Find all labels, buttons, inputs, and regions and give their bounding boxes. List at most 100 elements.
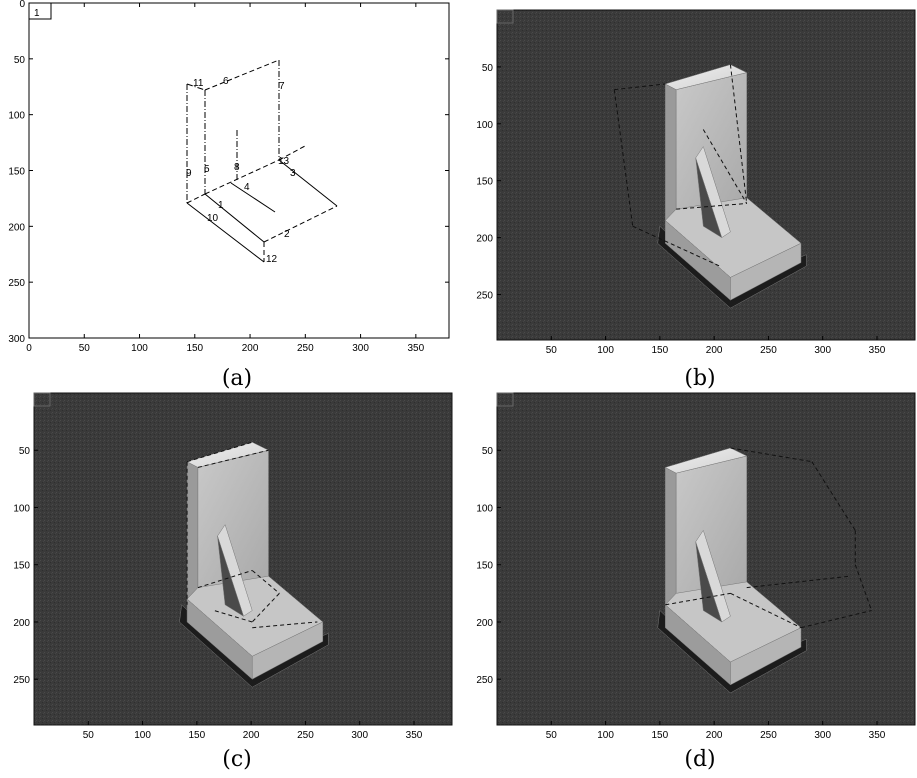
projected-edge bbox=[632, 225, 720, 267]
projected-edge bbox=[730, 592, 802, 629]
x-tick-label: 250 bbox=[297, 730, 314, 741]
figure-number-box bbox=[33, 392, 51, 407]
panel-c: 50 100 150 200 250 300 350 50 100 150 200 250 bbox=[13, 392, 453, 741]
object-base-right bbox=[730, 627, 802, 686]
x-tick-label: 300 bbox=[351, 730, 368, 741]
x-tick-label: 150 bbox=[186, 343, 203, 354]
edge-label: 1 bbox=[218, 200, 224, 211]
projected-edge bbox=[613, 89, 634, 227]
y-tick-label: 150 bbox=[476, 561, 493, 572]
edge-label: 11 bbox=[193, 78, 204, 89]
x-tick-label: 250 bbox=[760, 730, 777, 741]
y-tick-label: 50 bbox=[482, 446, 494, 457]
x-tick-label: 300 bbox=[814, 345, 831, 356]
object-base-right bbox=[251, 621, 324, 680]
object-rib-shadow bbox=[217, 536, 244, 617]
x-tick-label: 0 bbox=[26, 343, 32, 354]
y-tick-labels: 0 50 100 150 200 250 300 bbox=[8, 0, 449, 345]
figure-number-box bbox=[28, 2, 52, 20]
x-tick-label: 50 bbox=[546, 345, 558, 356]
x-tick-label: 350 bbox=[407, 343, 424, 354]
object-rib-shadow bbox=[695, 541, 723, 623]
y-tick-label: 200 bbox=[8, 222, 25, 233]
caption-b: (b) bbox=[684, 366, 716, 391]
projected-edge bbox=[729, 64, 748, 204]
edge-label: 2 bbox=[284, 229, 290, 240]
edge-line bbox=[204, 193, 265, 243]
y-tick-label: 0 bbox=[19, 0, 25, 10]
projected-edge bbox=[702, 129, 748, 204]
edge-line bbox=[263, 205, 338, 243]
edge-label: 5 bbox=[204, 164, 210, 175]
projected-edge bbox=[676, 202, 747, 210]
edge-label: 8 bbox=[234, 162, 240, 173]
projected-edge bbox=[197, 449, 269, 468]
y-tick-label: 150 bbox=[8, 167, 25, 178]
projected-edge bbox=[186, 441, 253, 463]
x-tick-label: 300 bbox=[352, 343, 369, 354]
projected-edge bbox=[252, 621, 318, 629]
x-tick-label: 50 bbox=[546, 730, 558, 741]
panel-a: 1 0 50 100 150 200 250 300 350 0 50 100 150 200 250 3… bbox=[8, 0, 450, 354]
figure-number: 1 bbox=[34, 8, 40, 19]
y-tick-label: 250 bbox=[8, 278, 25, 289]
y-tick-label: 250 bbox=[476, 290, 493, 301]
x-tick-label: 250 bbox=[760, 345, 777, 356]
y-tick-label: 300 bbox=[8, 334, 25, 345]
edge-label: 4 bbox=[244, 182, 250, 193]
x-tick-label: 100 bbox=[134, 730, 151, 741]
y-tick-label: 50 bbox=[14, 55, 26, 66]
x-tick-label: 150 bbox=[652, 730, 669, 741]
edge-line bbox=[186, 193, 206, 204]
object-wall-side bbox=[665, 466, 677, 606]
y-tick-label: 200 bbox=[476, 234, 493, 245]
projected-edge bbox=[854, 564, 873, 611]
edge-label: 13 bbox=[278, 156, 290, 167]
x-tick-label: 350 bbox=[406, 730, 423, 741]
x-tick-label: 200 bbox=[706, 730, 723, 741]
x-tick-label: 200 bbox=[243, 730, 260, 741]
y-tick-label: 100 bbox=[476, 120, 493, 131]
projected-edge bbox=[614, 83, 666, 91]
figure-number-box bbox=[496, 9, 514, 24]
x-tick-label: 350 bbox=[869, 345, 886, 356]
caption-d: (d) bbox=[684, 747, 716, 772]
edge-line bbox=[230, 182, 276, 213]
x-tick-label: 50 bbox=[79, 343, 91, 354]
x-tick-label: 100 bbox=[597, 730, 614, 741]
edge-label: 10 bbox=[207, 213, 219, 224]
y-tick-label: 200 bbox=[476, 618, 493, 629]
figure-number-box bbox=[496, 392, 514, 407]
y-tick-label: 100 bbox=[476, 503, 493, 514]
x-tick-label: 200 bbox=[242, 343, 259, 354]
wireframe bbox=[186, 59, 338, 263]
y-tick-label: 150 bbox=[476, 177, 493, 188]
y-tick-label: 100 bbox=[13, 503, 30, 514]
x-tick-label: 50 bbox=[83, 730, 95, 741]
x-tick-label: 150 bbox=[189, 730, 206, 741]
caption-a: (a) bbox=[221, 366, 253, 391]
object-rib-shadow bbox=[695, 157, 723, 239]
projected-edge bbox=[251, 570, 280, 594]
y-tick-label: 100 bbox=[8, 111, 25, 122]
edge-label: 6 bbox=[223, 76, 229, 87]
edge-line bbox=[186, 83, 206, 91]
x-tick-label: 100 bbox=[597, 345, 614, 356]
edge-label: 3 bbox=[290, 168, 296, 179]
x-tick-label: 300 bbox=[814, 730, 831, 741]
y-tick-label: 50 bbox=[19, 446, 31, 457]
y-tick-label: 250 bbox=[476, 675, 493, 686]
projected-edge bbox=[800, 610, 872, 629]
panel-d: 50 100 150 200 250 300 350 50 100 150 200 250 bbox=[476, 392, 916, 741]
edge-line bbox=[204, 159, 280, 195]
object-wall-side bbox=[186, 461, 199, 600]
edge-label: 7 bbox=[279, 81, 285, 92]
y-tick-label: 200 bbox=[13, 618, 30, 629]
caption-c: (c) bbox=[222, 747, 252, 772]
object-wall-top bbox=[664, 64, 748, 90]
y-tick-label: 50 bbox=[482, 63, 494, 74]
x-tick-label: 150 bbox=[652, 345, 669, 356]
